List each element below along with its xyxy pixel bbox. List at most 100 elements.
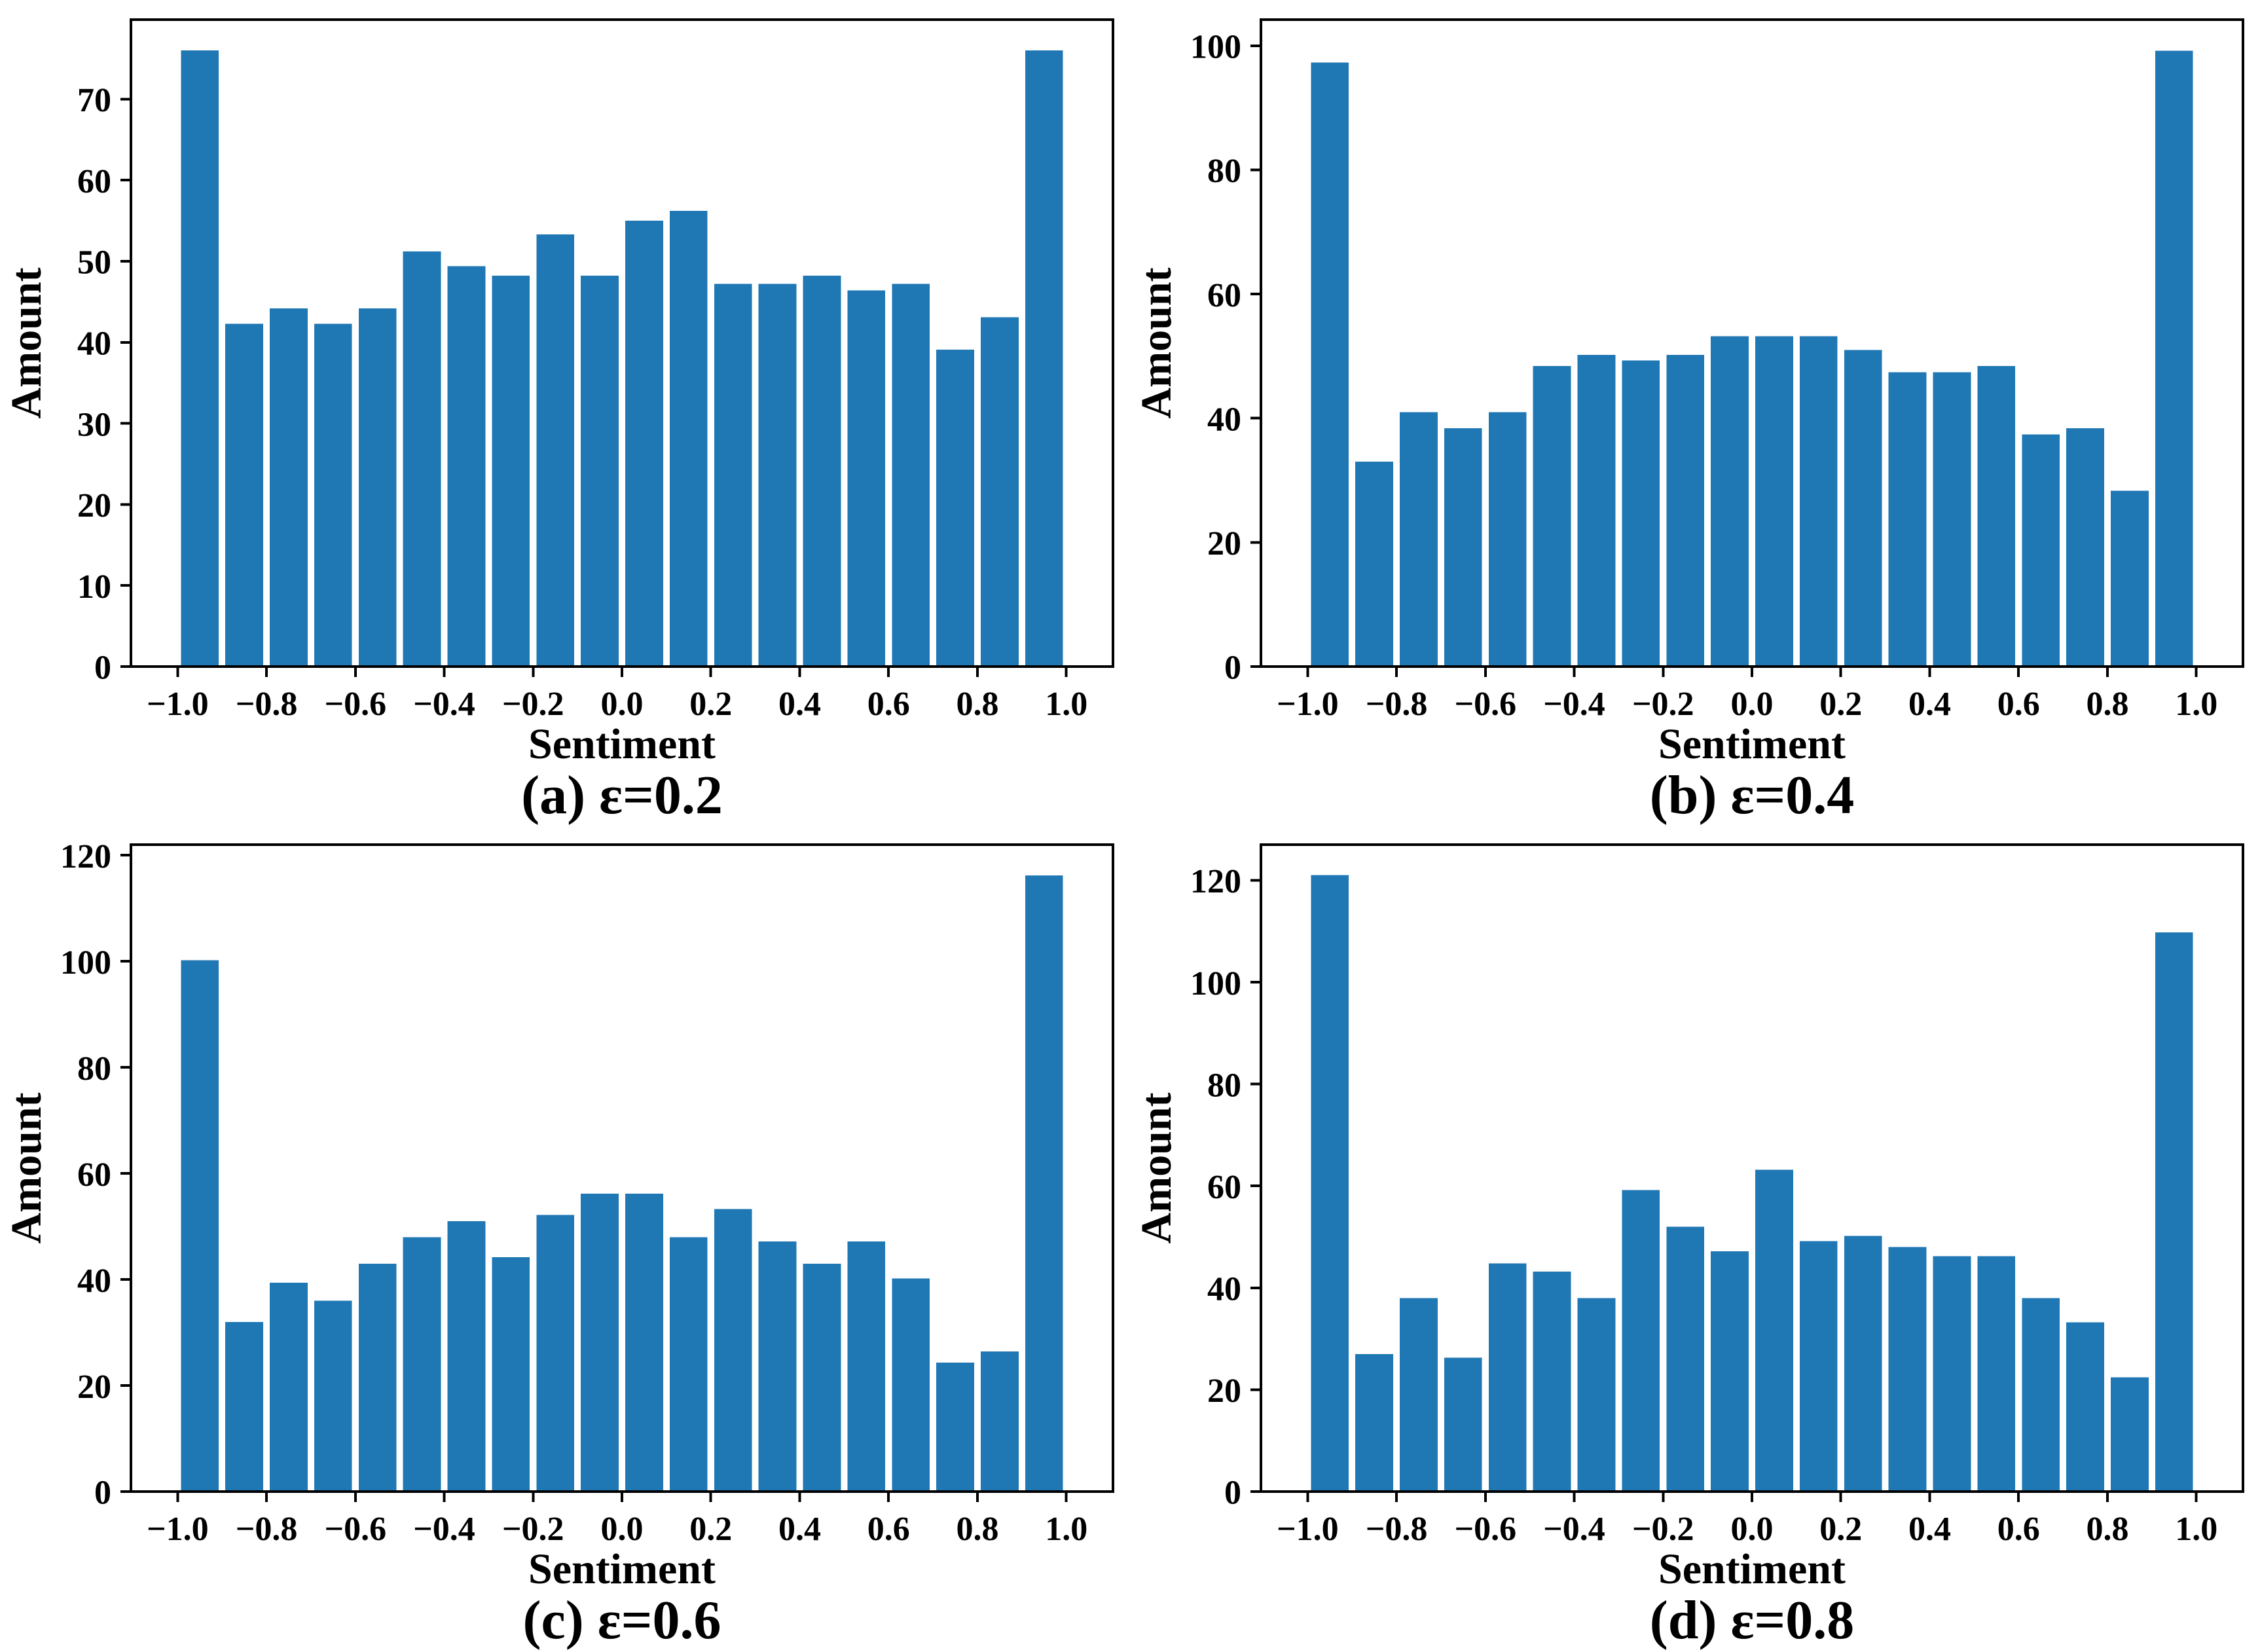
x-tick-label: 0.6 (1997, 686, 2040, 723)
x-tick-label: −1.0 (1277, 1511, 1339, 1548)
x-tick-label: 0.2 (1819, 686, 1862, 723)
y-tick-label: 80 (77, 1050, 111, 1088)
histogram-epsilon-0-6: 0 20 40 60 80 100 120 −1.0 −0.8 −0.6 −0.4 −0.2 0.0 0.… (0, 825, 1130, 1650)
bar (492, 276, 530, 667)
x-tick-label: 0.8 (956, 1511, 998, 1548)
bar (1933, 1256, 1971, 1492)
chart-panel-a: 0 10 20 30 40 50 60 70 −1.0 −0.8 −0.6 −0.4 −0.2 0.0 0.… (0, 0, 1130, 825)
bar (936, 349, 974, 667)
y-tick-label: 20 (77, 1368, 111, 1406)
x-tick-label: 0.4 (778, 1511, 821, 1548)
bar (847, 1241, 886, 1492)
y-tick-label: 70 (77, 82, 111, 119)
bar (1025, 50, 1063, 667)
bar (669, 1237, 708, 1492)
y-tick-label: 100 (60, 944, 111, 982)
bar (1355, 1353, 1393, 1492)
x-tick-label: 0.2 (1819, 1511, 1862, 1548)
x-axis-label: Sentiment (528, 720, 716, 768)
bar (1622, 1190, 1660, 1492)
bar (1444, 1357, 1482, 1492)
x-tick-label: −0.6 (1454, 1511, 1516, 1548)
bar (1933, 372, 1971, 667)
bar (1311, 875, 1349, 1492)
bar (714, 284, 752, 667)
y-tick-label: 120 (1190, 863, 1241, 900)
y-tick-label: 80 (1207, 153, 1241, 190)
x-tick-label: 0.4 (778, 686, 821, 723)
histogram-svg: 0 20 40 60 80 100 120 −1.0 −0.8 −0.6 −0.4 −0.2 0.0 0.… (1133, 843, 2244, 1650)
bar (581, 1193, 619, 1492)
bar (2155, 932, 2193, 1492)
histogram-svg: 0 20 40 60 80 100 120 −1.0 −0.8 −0.6 −0.4 −0.2 0.0 0.… (3, 838, 1114, 1650)
bar (314, 1300, 352, 1492)
y-tick-label: 60 (77, 1156, 111, 1194)
bar (358, 1263, 397, 1492)
x-tick-label: −1.0 (147, 1511, 209, 1548)
bar (1444, 428, 1482, 667)
panel-caption: (b) ε=0.4 (1650, 765, 1854, 825)
bar (2066, 1322, 2104, 1492)
bar (1355, 462, 1393, 667)
x-tick-label: −1.0 (147, 686, 209, 723)
bar (625, 221, 663, 667)
x-axis-label: Sentiment (1658, 720, 1846, 768)
x-tick-label: 1.0 (2175, 1511, 2217, 1548)
x-tick-label: −0.2 (502, 686, 564, 723)
bar (2022, 434, 2060, 667)
bar (225, 323, 263, 667)
bar (1844, 350, 1882, 667)
x-tick-label: 0.8 (2086, 686, 2128, 723)
bar (1025, 875, 1063, 1492)
bar (181, 50, 219, 667)
x-tick-label: −0.6 (324, 686, 386, 723)
bar (536, 1215, 575, 1492)
bar (1888, 372, 1927, 667)
bar (1977, 366, 2016, 667)
y-tick-label: 0 (94, 1475, 111, 1512)
bar (447, 266, 486, 667)
y-tick-label: 0 (94, 650, 111, 687)
bar (714, 1209, 752, 1492)
bar (936, 1363, 974, 1492)
bar (2066, 428, 2104, 667)
bar (314, 323, 352, 667)
y-tick-label: 60 (1207, 1169, 1241, 1206)
y-tick-label: 40 (1207, 401, 1241, 438)
x-tick-label: 0.0 (1731, 686, 1774, 723)
bar (403, 251, 441, 667)
histogram-epsilon-0-4: 0 20 40 60 80 100 −1.0 −0.8 −0.6 −0.4 −0.2 0.0 0.2 0.… (1130, 0, 2260, 825)
bar (1533, 366, 1571, 667)
x-tick-label: −0.8 (1366, 1511, 1428, 1548)
bar (1488, 1263, 1527, 1492)
bar (2155, 50, 2193, 667)
histogram-epsilon-0-8: 0 20 40 60 80 100 120 −1.0 −0.8 −0.6 −0.4 −0.2 0.0 0.… (1130, 825, 2260, 1650)
x-tick-label: 0.6 (1997, 1511, 2040, 1548)
bar (1577, 355, 1616, 667)
bar (1799, 336, 1838, 667)
chart-panel-c: 0 20 40 60 80 100 120 −1.0 −0.8 −0.6 −0.4 −0.2 0.0 0.… (0, 825, 1130, 1652)
x-tick-label: −0.4 (413, 1511, 475, 1548)
panel-caption: (c) ε=0.6 (523, 1590, 721, 1650)
y-tick-label: 60 (1207, 277, 1241, 314)
bar (669, 211, 708, 667)
bar (625, 1193, 663, 1492)
bar (358, 308, 397, 667)
bar (981, 1351, 1019, 1492)
x-tick-label: −0.4 (413, 686, 475, 723)
histogram-svg: 0 20 40 60 80 100 −1.0 −0.8 −0.6 −0.4 −0.2 0.0 0.2 0.… (1133, 18, 2244, 825)
panel-caption: (a) ε=0.2 (521, 765, 723, 825)
bar (1844, 1236, 1882, 1492)
bar (225, 1321, 263, 1492)
x-tick-label: −0.6 (324, 1511, 386, 1548)
y-tick-label: 40 (1207, 1271, 1241, 1308)
x-tick-label: 0.4 (1908, 686, 1951, 723)
bar (758, 284, 797, 667)
bar (1755, 336, 1793, 667)
y-tick-label: 20 (1207, 1372, 1241, 1410)
x-tick-label: 0.8 (956, 686, 998, 723)
histogram-svg: 0 10 20 30 40 50 60 70 −1.0 −0.8 −0.6 −0.4 −0.2 0.0 0.… (3, 18, 1114, 825)
x-axis-label: Sentiment (1658, 1545, 1846, 1593)
bar (1711, 1251, 1749, 1492)
